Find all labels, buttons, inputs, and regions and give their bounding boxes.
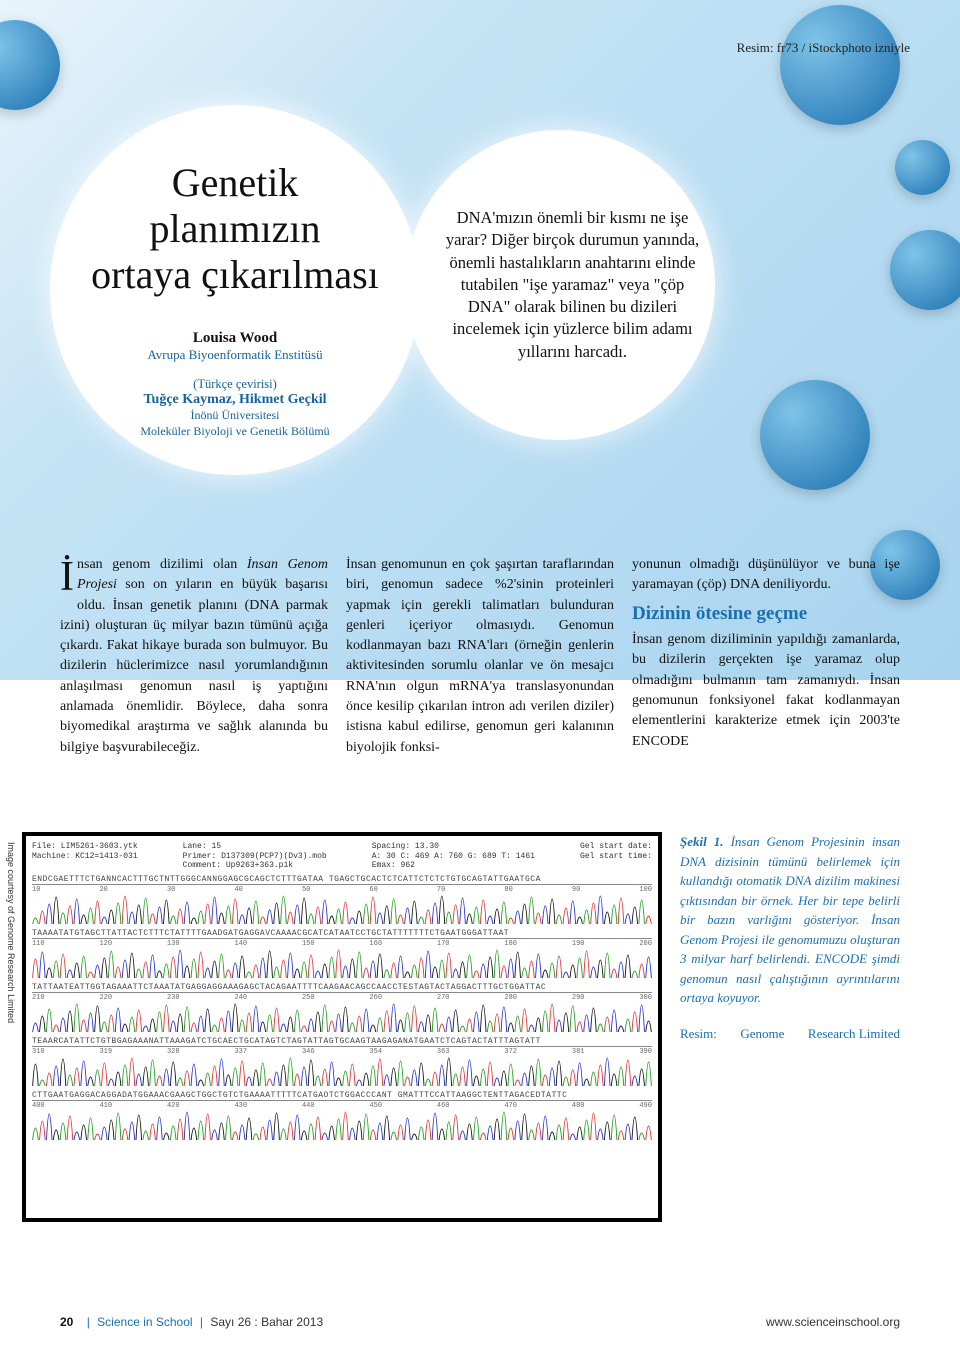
issue-label: Sayı 26 : Bahar 2013 xyxy=(210,1315,323,1329)
figure-credit: Resim: Genome Research Limited xyxy=(680,1024,900,1044)
magazine-name: Science in School xyxy=(97,1315,192,1329)
title-circle: Genetik planımızın ortaya çıkarılması Lo… xyxy=(50,105,420,475)
sequence-scale: 400410420430440450460470480490 xyxy=(32,1100,652,1110)
peaks-svg xyxy=(32,894,652,924)
chrom-header-line: File: LIM5261-3603.ytk xyxy=(32,842,138,852)
chromatogram-row: TEAARCATATTCTGTBGAGAAANATTAAAGATCTGCAECT… xyxy=(32,1037,652,1089)
credit-label: Resim: xyxy=(680,1024,717,1044)
peaks-svg xyxy=(32,948,652,978)
translator-affil: Moleküler Biyoloji ve Genetik Bölümü xyxy=(140,424,329,440)
author-name: Louisa Wood xyxy=(193,330,277,347)
sequence-text: TAAAATATGTAGCTTATTACTCTTTCTATTTTGAADGATG… xyxy=(32,929,652,938)
sequence-text: CTTGAATGAGGACAGGADATGGAAACGAAGCTGGCTGTCT… xyxy=(32,1091,652,1100)
molecule-decor xyxy=(895,140,950,195)
sequence-text: ENDCGAETTTCTGANNCACTTTGCTNTTGGGCANNGGAGC… xyxy=(32,875,652,884)
dropcap: İ xyxy=(60,555,77,597)
molecule-decor xyxy=(890,230,960,310)
peaks-svg xyxy=(32,1110,652,1140)
chrom-header-col: Spacing: 13.30 A: 30 C: 469 A: 760 G: 68… xyxy=(372,842,535,871)
translator-affil: İnönü Üniversitesi xyxy=(191,408,280,424)
chrom-header-line: Gel start time: xyxy=(580,852,652,862)
chrom-header-line: Lane: 15 xyxy=(183,842,327,852)
figure-caption-text: İnsan Genom Projesinin insan DNA dizisin… xyxy=(680,834,900,1005)
sequence-scale: 102030405060708090100 xyxy=(32,884,652,894)
image-credit: Resim: fr73 / iStockphoto izniyle xyxy=(737,40,910,56)
sequence-text: TEAARCATATTCTGTBGAGAAANATTAAAGATCTGCAECT… xyxy=(32,1037,652,1046)
chromatogram-row: TATTAATEATTGGTAGAAATTCTAAATATGAGGAGGAAAG… xyxy=(32,983,652,1035)
intro-circle: DNA'mızın önemli bir kısmı ne işe yarar?… xyxy=(405,130,715,440)
sequence-scale: 310319328337346354363372381390 xyxy=(32,1046,652,1056)
page-number: 20 xyxy=(60,1315,73,1329)
chrom-header-col: Lane: 15 Primer: D137309(PCP7)(Dv3).mob … xyxy=(183,842,327,871)
chrom-header-line: Emax: 962 xyxy=(372,861,535,871)
page-footer: 20 | Science in School | Sayı 26 : Bahar… xyxy=(60,1315,900,1329)
footer-left: 20 | Science in School | Sayı 26 : Bahar… xyxy=(60,1315,323,1329)
sequence-scale: 110120130140150160170180190200 xyxy=(32,938,652,948)
footer-sep: | xyxy=(200,1315,203,1329)
chromatogram-rows: ENDCGAETTTCTGANNCACTTTGCTNTTGGGCANNGGAGC… xyxy=(32,875,652,1143)
figure-caption: Şekil 1. İnsan Genom Projesinin insan DN… xyxy=(680,832,900,1222)
author-affiliation: Avrupa Biyoenformatik Enstitüsü xyxy=(147,347,322,363)
chromatogram-header: File: LIM5261-3603.ytk Machine: KC12=141… xyxy=(32,842,652,871)
sequence-scale: 210220230240250260270280290300 xyxy=(32,992,652,1002)
translator-names: Tuğçe Kaymaz, Hikmet Geçkil xyxy=(143,392,326,408)
chrom-header-line: Spacing: 13.30 xyxy=(372,842,535,852)
chrom-header-line: A: 30 C: 469 A: 760 G: 689 T: 1461 xyxy=(372,852,535,862)
intro-text: DNA'mızın önemli bir kısmı ne işe yarar?… xyxy=(445,207,700,363)
chromatogram-row: ENDCGAETTTCTGANNCACTTTGCTNTTGGGCANNGGAGC… xyxy=(32,875,652,927)
credit-mid: Genome xyxy=(740,1024,784,1044)
molecule-decor xyxy=(0,20,60,110)
body-text: nsan genom dizilimi olan xyxy=(77,557,247,572)
chromatogram-row: TAAAATATGTAGCTTATTACTCTTTCTATTTTGAADGATG… xyxy=(32,929,652,981)
peaks-svg xyxy=(32,1056,652,1086)
body-text: son on yıların en büyük başarısı oldu. İ… xyxy=(60,577,328,754)
chrom-header-col: Gel start date: Gel start time: xyxy=(580,842,652,871)
chromatogram-inner: File: LIM5261-3603.ytk Machine: KC12=141… xyxy=(26,836,658,1218)
chrom-header-line: Comment: Up9263+363.p1k xyxy=(183,861,327,871)
title-line: ortaya çıkarılması xyxy=(91,252,379,297)
chrom-header-col: File: LIM5261-3603.ytk Machine: KC12=141… xyxy=(32,842,138,871)
chrom-header-line: Machine: KC12=1413-031 xyxy=(32,852,138,862)
molecule-decor xyxy=(780,5,900,125)
footer-sep: | xyxy=(87,1315,90,1329)
body-column-1: İnsan genom dizilimi olan İnsan Genom Pr… xyxy=(60,555,328,758)
body-text: İnsan genom diziliminin yapıldığı zamanl… xyxy=(632,630,900,752)
molecule-decor xyxy=(760,380,870,490)
body-column-3: yonunun olmadığı düşünülüyor ve buna işe… xyxy=(632,555,900,758)
article-title: Genetik planımızın ortaya çıkarılması xyxy=(91,160,379,298)
credit-right: Research Limited xyxy=(808,1024,900,1044)
section-heading: Dizinin ötesine geçme xyxy=(632,600,900,628)
title-line: Genetik xyxy=(172,160,299,205)
chromatogram-figure: Image courtesy of Genome Research Limite… xyxy=(22,832,662,1222)
translator-label: (Türkçe çevirisi) xyxy=(193,377,277,392)
figure-side-credit: Image courtesy of Genome Research Limite… xyxy=(6,842,16,1023)
chrom-header-line: Primer: D137309(PCP7)(Dv3).mob xyxy=(183,852,327,862)
peaks-svg xyxy=(32,1002,652,1032)
body-column-2: İnsan genomunun en çok şaşırtan taraf­la… xyxy=(346,555,614,758)
chrom-header-line: Gel start date: xyxy=(580,842,652,852)
figure-row: Image courtesy of Genome Research Limite… xyxy=(22,832,900,1222)
figure-label: Şekil 1. xyxy=(680,834,724,849)
body-columns: İnsan genom dizilimi olan İnsan Genom Pr… xyxy=(60,555,900,758)
sequence-text: TATTAATEATTGGTAGAAATTCTAAATATGAGGAGGAAAG… xyxy=(32,983,652,992)
footer-url: www.scienceinschool.org xyxy=(766,1315,900,1329)
body-text: İnsan genomunun en çok şaşırtan taraf­la… xyxy=(346,555,614,758)
chromatogram-row: CTTGAATGAGGACAGGADATGGAAACGAAGCTGGCTGTCT… xyxy=(32,1091,652,1143)
body-text: yonunun olmadığı düşünülüyor ve buna işe… xyxy=(632,555,900,596)
title-line: planımızın xyxy=(149,206,320,251)
